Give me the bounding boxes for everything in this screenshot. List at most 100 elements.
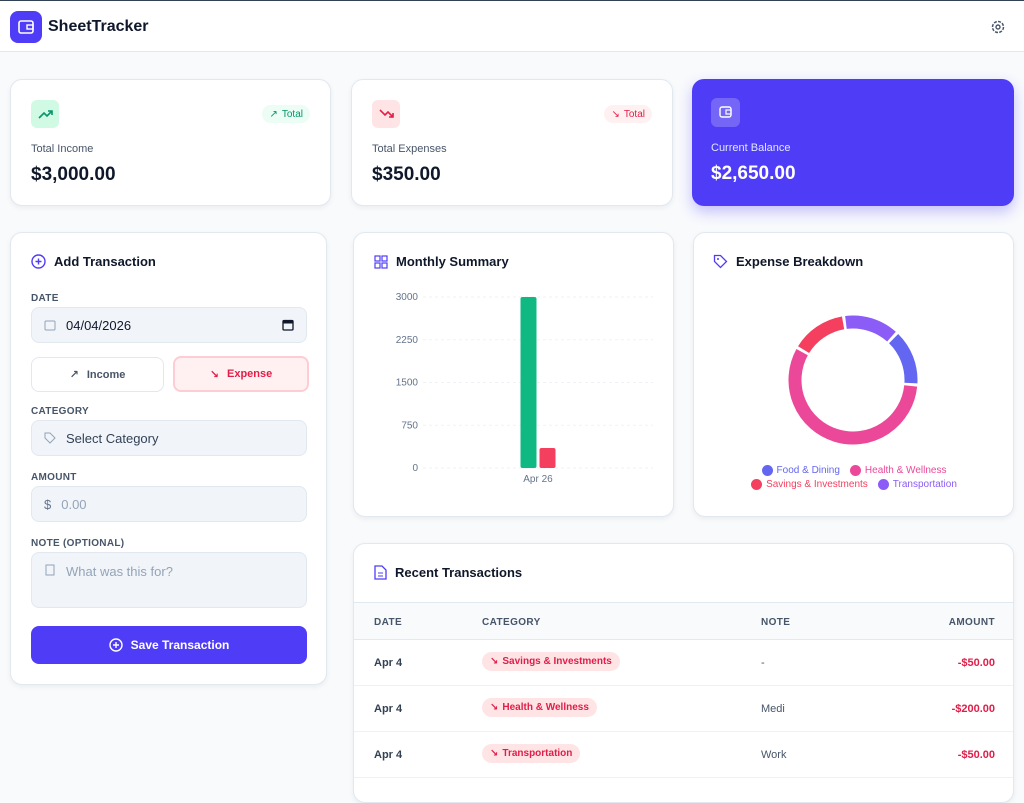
form-card: Add Transaction DATE 04/04/2026 ↗ Income …: [10, 232, 327, 685]
pill-text: Transportation: [502, 748, 573, 759]
cell-amount: -$50.00: [957, 657, 995, 669]
cell-amount: -$50.00: [957, 749, 995, 761]
donut-segment: [788, 349, 918, 445]
legend-item: Savings & Investments: [751, 479, 868, 490]
date-value: 04/04/2026: [66, 317, 132, 333]
column-header: AMOUNT: [948, 617, 995, 628]
note-input[interactable]: What was this for?: [31, 552, 307, 608]
field-label: AMOUNT: [31, 472, 77, 483]
app-name: SheetTracker: [48, 18, 149, 35]
y-tick-label: 3000: [396, 292, 419, 303]
cell-note: Medi: [761, 703, 785, 715]
table-heading: Recent Transactions: [374, 565, 522, 580]
table-body: Apr 4 ↘ Savings & Investments - -$50.00 Apr 4…: [354, 640, 1013, 778]
x-tick-label: Apr 26: [523, 474, 553, 485]
chart-heading: Monthly Summary: [374, 254, 509, 269]
form-title: Add Transaction: [54, 254, 156, 269]
bar-chart: 0 750 1500 2250 3000 Apr 26: [396, 292, 653, 485]
category-placeholder: Select Category: [66, 430, 159, 446]
pie-card: Expense Breakdown Food & Dining Health & …: [693, 232, 1014, 517]
y-tick-label: 0: [412, 463, 418, 474]
y-tick-label: 2250: [396, 335, 419, 346]
legend-label: Savings & Investments: [766, 479, 868, 490]
card-value: $2,650.00: [711, 163, 796, 184]
donut-segment: [888, 333, 918, 384]
logo-icon: [18, 20, 34, 34]
field-label: DATE: [31, 293, 59, 304]
cell-amount: -$200.00: [951, 703, 995, 715]
toggle-text: Expense: [226, 368, 273, 380]
amount-input[interactable]: $0.00: [31, 486, 307, 522]
cell-note: -: [761, 657, 765, 669]
chart-title: Monthly Summary: [396, 254, 509, 269]
legend: Food & Dining Health & Wellness Savings & …: [744, 465, 964, 490]
card-value: $3,000.00: [31, 164, 116, 185]
chart-title: Expense Breakdown: [736, 254, 864, 269]
header: SheetTracker: [0, 0, 1024, 52]
column-header: NOTE: [761, 617, 791, 628]
pill-text: Health & Wellness: [502, 702, 589, 713]
donut-segment: [845, 315, 896, 342]
card-label: Total Income: [31, 143, 94, 155]
income-toggle[interactable]: ↗ Income: [31, 357, 164, 392]
income-icon: [31, 100, 59, 128]
category-pill: ↘ Health & Wellness: [482, 698, 597, 717]
income-badge: ↗ Total: [262, 105, 310, 123]
y-tick-label: 1500: [396, 378, 419, 389]
bar: [539, 448, 556, 468]
save-text: Save Transaction: [130, 638, 230, 652]
badge-text: Total: [281, 108, 303, 120]
card-label: Current Balance: [711, 142, 791, 154]
legend-item: Food & Dining: [761, 465, 840, 476]
legend-swatch: [877, 479, 889, 490]
save-button[interactable]: Save Transaction: [31, 626, 307, 664]
settings-button[interactable]: [990, 19, 1006, 35]
legend-label: Transportation: [892, 479, 957, 490]
income-card: ↗ Total Total Income $3,000.00: [10, 79, 331, 206]
column-header: DATE: [374, 617, 403, 628]
column-header: CATEGORY: [482, 617, 541, 628]
pill-icon: ↘: [490, 702, 499, 713]
donut-chart: [788, 315, 918, 445]
cell-date: Apr 4: [374, 703, 403, 715]
field-label: NOTE (OPTIONAL): [31, 538, 125, 549]
currency-symbol: $: [44, 496, 52, 512]
form-heading: Add Transaction: [31, 254, 156, 269]
legend-item: Health & Wellness: [849, 465, 947, 476]
date-input[interactable]: 04/04/2026: [31, 307, 307, 343]
pill-icon: ↘: [490, 656, 499, 667]
bar-card: Monthly Summary: [353, 232, 674, 517]
expense-badge: ↘ Total: [604, 105, 652, 123]
legend-item: Transportation: [877, 479, 957, 490]
table-header: DATE CATEGORY NOTE AMOUNT: [354, 602, 1013, 640]
toggle-text: Income: [86, 368, 126, 381]
cell-date: Apr 4: [374, 657, 403, 669]
legend-swatch: [761, 465, 773, 476]
table-row: Apr 4 ↘ Transportation Work -$50.00: [354, 732, 1013, 778]
legend-swatch: [751, 479, 763, 490]
logo: [10, 11, 42, 43]
legend-label: Food & Dining: [776, 465, 840, 476]
chart-heading: Expense Breakdown: [713, 254, 863, 269]
balance-icon: [711, 98, 740, 127]
pill-text: Savings & Investments: [502, 656, 612, 667]
expense-card: ↘ Total Total Expenses $350.00: [351, 79, 673, 206]
note-placeholder: What was this for?: [66, 564, 173, 579]
table-title: Recent Transactions: [395, 565, 523, 580]
transactions-card: Recent Transactions DATE CATEGORY NOTE AMOU…: [353, 543, 1014, 803]
expense-icon: [372, 100, 400, 128]
legend-label: Health & Wellness: [864, 465, 947, 476]
balance-card: Current Balance $2,650.00: [692, 79, 1014, 206]
category-pill: ↘ Transportation: [482, 744, 581, 763]
cell-note: Work: [761, 749, 787, 761]
expense-toggle[interactable]: ↘ Expense: [173, 356, 309, 392]
y-tick-label: 750: [401, 420, 418, 431]
bar: [520, 297, 537, 468]
table-row: Apr 4 ↘ Savings & Investments - -$50.00: [354, 640, 1013, 686]
legend-swatch: [849, 465, 861, 476]
amount-placeholder: 0.00: [61, 496, 87, 512]
card-label: Total Expenses: [372, 143, 447, 155]
badge-text: Total: [623, 108, 645, 120]
category-select[interactable]: Select Category: [31, 420, 307, 456]
card-value: $350.00: [372, 164, 441, 185]
